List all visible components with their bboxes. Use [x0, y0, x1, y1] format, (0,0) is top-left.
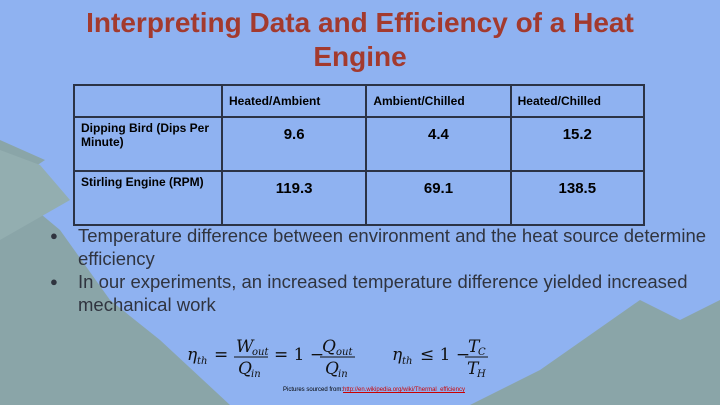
subscript: C [478, 347, 486, 358]
cell: 9.6 [220, 116, 368, 172]
symbol: T [468, 337, 481, 357]
bullet: Temperature difference between environme… [50, 224, 720, 270]
data-table: Heated/Ambient Ambient/Chilled Heated/Ch… [73, 84, 646, 226]
subscript: in [251, 369, 261, 380]
operator: ≤ 1 − [420, 345, 470, 365]
operator: = 1 − [274, 345, 324, 365]
corner-cell [73, 84, 223, 118]
subscript: th [197, 356, 207, 367]
subscript: in [338, 369, 348, 380]
formula: η th ≤ 1 − T C T H [392, 337, 488, 380]
subscript: H [476, 369, 486, 380]
subscript: out [336, 347, 353, 358]
symbol: η [392, 345, 403, 365]
symbol: Q [325, 359, 339, 379]
mountain [470, 300, 720, 405]
symbol: η [187, 345, 198, 365]
row-header: Dipping Bird (Dips Per Minute) [73, 116, 223, 172]
formulas: η th = W out Q in = 1 − Q out Q in η th … [187, 337, 488, 380]
cell: 138.5 [509, 170, 646, 226]
cell: 15.2 [509, 116, 646, 172]
symbol: T [467, 359, 480, 379]
row-header: Stirling Engine (RPM) [73, 170, 223, 226]
column-header: Ambient/Chilled [365, 84, 512, 118]
symbol: W [236, 337, 255, 357]
slide-title: Interpreting Data and Efficiency of a He… [86, 7, 634, 72]
cell: 69.1 [365, 170, 512, 226]
subscript: th [402, 356, 412, 367]
credit-text: Pictures sourced from: [283, 387, 344, 393]
bullet: In our experiments, an increased tempera… [50, 270, 720, 316]
source-credit: Pictures sourced from:http://en.wikipedi… [283, 387, 465, 393]
column-header: Heated/Ambient [220, 84, 368, 118]
symbol: Q [238, 359, 252, 379]
table-header-row: Heated/Ambient Ambient/Chilled Heated/Ch… [73, 84, 646, 118]
subscript: out [252, 347, 269, 358]
table-row: Stirling Engine (RPM) 119.3 69.1 138.5 [73, 170, 646, 226]
mountain [0, 150, 70, 240]
symbol: Q [322, 337, 336, 357]
column-header: Heated/Chilled [509, 84, 646, 118]
formula: η th = W out Q in = 1 − Q out Q in [187, 337, 355, 380]
operator: = [214, 345, 228, 365]
cell: 119.3 [220, 170, 368, 226]
cell: 4.4 [365, 116, 512, 172]
bullet-list: Temperature difference between environme… [30, 224, 720, 316]
source-link[interactable]: http://en.wikipedia.org/wiki/Thermal_eff… [343, 387, 465, 393]
table-row: Dipping Bird (Dips Per Minute) 9.6 4.4 1… [73, 116, 646, 172]
